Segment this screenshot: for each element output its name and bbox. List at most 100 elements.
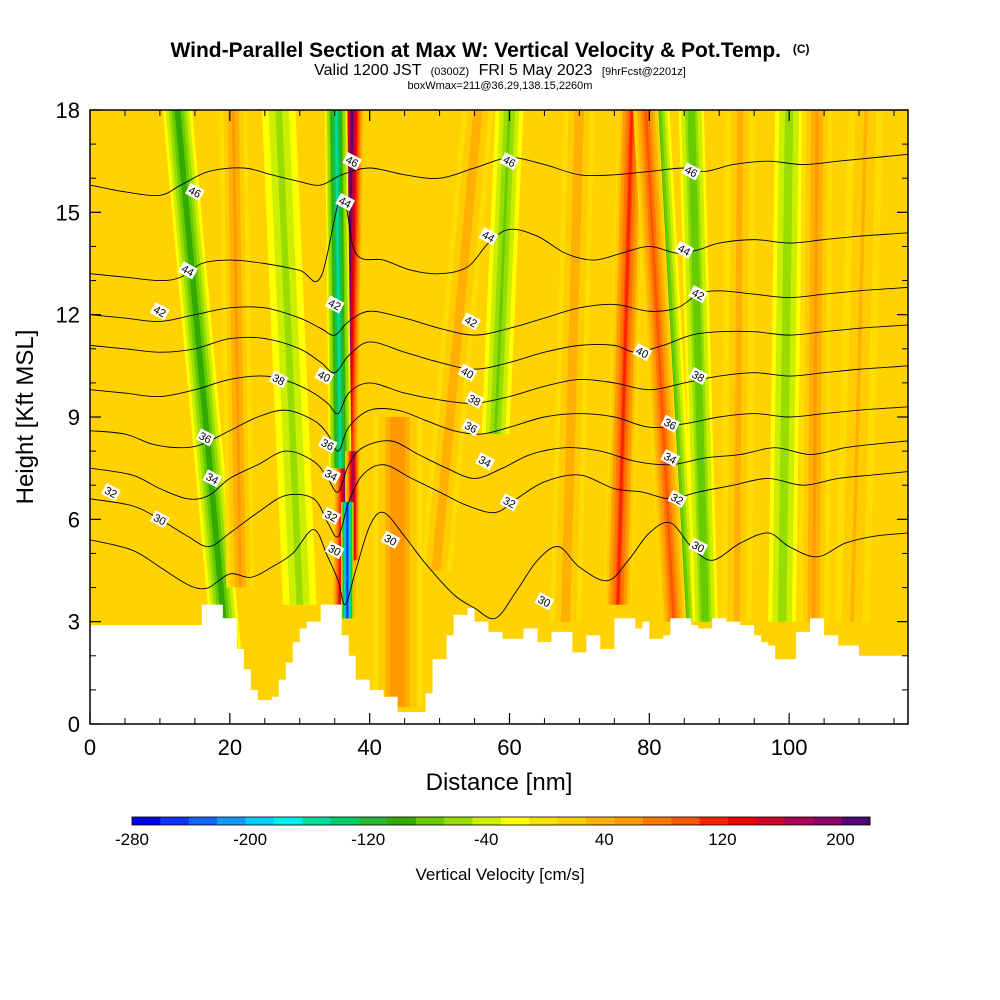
contour-label-text: 36 — [197, 430, 213, 446]
contour-label-text: 30 — [326, 543, 342, 559]
velocity-field — [162, 110, 884, 707]
contour-label-text: 34 — [204, 471, 220, 487]
contour-label-box — [321, 465, 342, 485]
contour-label-box — [150, 302, 170, 321]
subtitle-forecast: [9hrFcst@2201z] — [602, 66, 686, 78]
theta-contour-44 — [90, 194, 908, 283]
chart-title: Wind-Parallel Section at Max W: Vertical… — [170, 39, 809, 62]
contour-label-46: 46 — [342, 152, 363, 171]
colorbar-tick-label: 200 — [826, 830, 854, 849]
subtitle-valid: Valid 1200 JST — [314, 62, 422, 79]
contour-label-30: 30 — [688, 537, 709, 556]
x-tick-label: 80 — [637, 735, 661, 760]
velocity-band-11 — [616, 110, 634, 605]
contour-label-text: 36 — [662, 417, 678, 433]
contour-label-32: 32 — [101, 482, 121, 501]
contour-label-text: 42 — [151, 304, 167, 320]
contour-label-box — [321, 506, 342, 525]
colorbar-swatch — [756, 817, 786, 825]
contour-label-box — [324, 540, 345, 560]
contour-label-box — [478, 227, 499, 246]
contour-label-box — [457, 363, 478, 382]
theta-contour-36 — [90, 406, 908, 452]
terrain — [90, 604, 908, 724]
contour-label-text: 32 — [669, 492, 685, 508]
contour-label-box — [660, 448, 681, 467]
colorbar-frame — [131, 816, 871, 826]
y-tick-label: 0 — [68, 712, 80, 737]
contour-label-44: 44 — [478, 227, 499, 246]
x-tick-label: 40 — [357, 735, 381, 760]
contour-label-text: 46 — [683, 164, 699, 180]
contour-label-text: 34 — [323, 468, 339, 484]
plot-area: 30 30 30 30 30 32 32 32 32 34 34 34 34 36 36 36 36 38 38 38… — [90, 110, 908, 724]
chart-subtitle-2: boxWmax=211@36.29,138.15,2260m — [408, 80, 593, 92]
subtitle-utc: (0300Z) — [431, 66, 470, 78]
contour-label-text: 34 — [476, 454, 492, 470]
contour-label-text: 40 — [316, 369, 332, 385]
colorbar-tick-label: -200 — [233, 830, 267, 849]
theta-contour-30 — [90, 511, 908, 620]
contour-label-text: 32 — [323, 509, 339, 525]
contour-label-box — [499, 493, 520, 512]
contour-label-box — [184, 182, 205, 201]
theta-contour-34 — [90, 440, 908, 500]
y-tick-label: 15 — [56, 200, 80, 225]
contour-label-text: 46 — [501, 154, 517, 170]
contour-label-box — [534, 592, 555, 611]
contour-label-text: 32 — [501, 495, 517, 511]
contour-label-box — [688, 537, 709, 556]
contour-label-36: 36 — [660, 414, 681, 433]
velocity-band-13 — [644, 110, 676, 622]
contour-label-text: 42 — [326, 297, 342, 313]
contour-label-box — [475, 452, 495, 471]
contour-label-30: 30 — [150, 510, 170, 529]
contour-label-34: 34 — [660, 448, 681, 467]
contour-label-box — [150, 510, 170, 529]
contour-label-text: 36 — [462, 420, 478, 436]
contour-label-30: 30 — [534, 592, 555, 611]
potential-temperature-contours: 30 30 30 30 30 32 32 32 32 34 34 34 34 36 36 36 36 38 38 38… — [90, 152, 908, 620]
contour-label-40: 40 — [632, 343, 653, 361]
colorbar-swatch — [245, 817, 275, 825]
colorbar-tick-label: -120 — [351, 830, 385, 849]
theta-contour-32 — [90, 464, 908, 548]
velocity-band-5 — [231, 110, 242, 588]
contour-label-38: 38 — [464, 390, 485, 409]
contour-label-34: 34 — [202, 469, 223, 487]
terrain-mask — [90, 604, 908, 724]
contour-label-46: 46 — [499, 152, 520, 171]
contour-label-32: 32 — [321, 506, 342, 525]
contour-label-42: 42 — [150, 302, 170, 321]
contour-label-box — [461, 418, 481, 437]
contour-label-text: 36 — [319, 437, 335, 453]
contour-label-text: 44 — [480, 229, 496, 245]
colorbar-swatch — [444, 817, 474, 825]
theta-contour-46 — [90, 153, 908, 196]
subtitle-date: FRI 5 May 2023 — [479, 62, 593, 79]
contour-label-text: 30 — [151, 512, 167, 528]
velocity-band-15 — [735, 110, 742, 622]
contour-label-box — [342, 152, 363, 171]
contour-label-box — [268, 370, 289, 389]
velocity-band-17 — [812, 110, 819, 622]
contour-label-38: 38 — [688, 367, 709, 385]
colorbar-swatch — [614, 817, 644, 825]
colorbar-swatch — [813, 817, 843, 825]
colorbar-swatch — [728, 817, 757, 825]
contour-label-box — [461, 312, 481, 331]
theta-contour-38 — [90, 365, 908, 415]
contour-label-text: 32 — [102, 485, 118, 501]
contour-label-box — [499, 152, 520, 171]
colorbar-swatch — [699, 817, 729, 825]
y-tick-label: 18 — [56, 98, 80, 123]
contour-label-46: 46 — [184, 182, 205, 201]
contour-label-text: 46 — [343, 154, 359, 170]
x-tick-label: 0 — [84, 735, 96, 760]
contour-label-box — [324, 295, 345, 314]
contour-label-text: 38 — [270, 372, 286, 388]
contour-label-30: 30 — [380, 530, 401, 549]
y-axis-label: Height [Kft MSL] — [12, 330, 39, 505]
velocity-band-7 — [395, 417, 401, 707]
